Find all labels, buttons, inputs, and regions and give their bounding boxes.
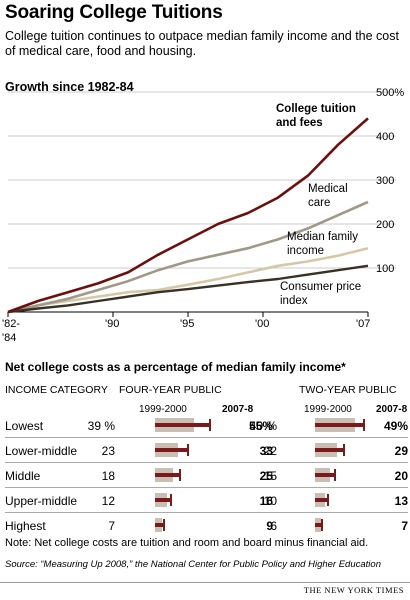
two-year-1999-label: 1999-2000 bbox=[304, 404, 352, 415]
table-row: Lowest 39 % 55% 40 % 49% bbox=[5, 413, 408, 438]
bar-end-tick bbox=[327, 494, 329, 506]
value-2007-8: 9 bbox=[266, 519, 273, 533]
value-1999-2000: 7 bbox=[108, 519, 115, 533]
value-1999-2000: 12 bbox=[101, 494, 115, 508]
bar-2007-8 bbox=[315, 423, 364, 427]
bar-2007-8 bbox=[155, 473, 180, 477]
bar-end-tick bbox=[209, 419, 211, 431]
category-label: Lower-middle bbox=[5, 444, 78, 458]
value-1999-2000: 15 bbox=[263, 469, 277, 483]
bar-end-tick bbox=[321, 519, 323, 531]
four-year-1999-label: 1999-2000 bbox=[139, 404, 187, 415]
bar-chart-title: Net college costs as a percentage of med… bbox=[5, 360, 346, 374]
growth-line-chart: 500% 400 300 200 100 '82- '84 '90 '95 '00 '07 Colle… bbox=[2, 87, 404, 344]
y-tick-label: 300 bbox=[376, 175, 394, 187]
value-2007-8: 49% bbox=[383, 419, 408, 433]
bar-end-tick bbox=[343, 444, 345, 456]
net-cost-table: Lowest 39 % 55% 40 % 49% Lower-middle 23 33 22 29… bbox=[5, 413, 408, 537]
college-label: College tuition and fees bbox=[276, 103, 356, 129]
value-2007-8: 25 bbox=[259, 469, 273, 483]
value-1999-2000: 23 bbox=[101, 444, 115, 458]
income-label: Median family income bbox=[287, 231, 358, 257]
y-tick-label: 200 bbox=[376, 219, 394, 231]
two-year-header: TWO-YEAR PUBLIC bbox=[299, 384, 397, 396]
x-tick-label: '82- bbox=[2, 318, 20, 330]
two-year-2007-label: 2007-8 bbox=[376, 404, 408, 415]
table-row: Middle 18 25 15 20 bbox=[5, 463, 408, 488]
value-1999-2000: 18 bbox=[101, 469, 115, 483]
bar-group bbox=[155, 518, 323, 532]
y-tick-label: 400 bbox=[376, 131, 394, 143]
bar-end-tick bbox=[187, 444, 189, 456]
bar-2007-8 bbox=[155, 498, 171, 502]
medical-care-line bbox=[7, 200, 369, 314]
bar-end-tick bbox=[334, 469, 336, 481]
bar-2007-8 bbox=[155, 523, 164, 527]
credit-line: THE NEW YORK TIMES bbox=[303, 585, 404, 595]
table-row: Upper-middle 12 16 10 13 bbox=[5, 488, 408, 513]
four-year-2007-label: 2007-8 bbox=[222, 404, 254, 415]
category-label: Lowest bbox=[5, 419, 44, 433]
bar-group bbox=[155, 443, 345, 457]
credit-divider bbox=[0, 582, 410, 583]
college-tuition-line bbox=[7, 117, 369, 314]
value-1999-2000: 40 % bbox=[249, 419, 277, 433]
x-tick-label: '84 bbox=[2, 332, 16, 344]
x-tick-label: '07 bbox=[356, 318, 370, 330]
income-category-header: INCOME CATEGORY bbox=[5, 384, 108, 396]
cpi-line bbox=[7, 264, 369, 314]
bar-group bbox=[155, 493, 329, 507]
bar-end-tick bbox=[170, 494, 172, 506]
category-label: Highest bbox=[5, 519, 46, 533]
bar-end-tick bbox=[163, 519, 165, 531]
bar-group bbox=[155, 418, 365, 432]
x-tick-label: '00 bbox=[255, 318, 269, 330]
bar-group bbox=[155, 468, 336, 482]
value-1999-2000: 10 bbox=[263, 494, 277, 508]
value-2007-8: 29 bbox=[394, 444, 408, 458]
value-1999-2000: 39 % bbox=[87, 419, 115, 433]
x-tick-label: '95 bbox=[180, 318, 194, 330]
table-row: Highest 7 9 6 7 bbox=[5, 513, 408, 537]
value-2007-8: 20 bbox=[394, 469, 408, 483]
bar-end-tick bbox=[363, 419, 365, 431]
y-tick-label: 100 bbox=[376, 263, 394, 275]
table-row: Lower-middle 23 33 22 29 bbox=[5, 438, 408, 463]
bar-end-tick bbox=[179, 469, 181, 481]
medical-label: Medical care bbox=[308, 183, 348, 209]
bar-2007-8 bbox=[155, 448, 188, 452]
value-2007-8: 33 bbox=[259, 444, 273, 458]
page-subtitle: College tuition continues to outpace med… bbox=[5, 29, 399, 58]
category-label: Upper-middle bbox=[5, 494, 78, 508]
x-tick-label: '90 bbox=[105, 318, 119, 330]
value-2007-8: 16 bbox=[259, 494, 273, 508]
value-1999-2000: 6 bbox=[270, 519, 277, 533]
value-2007-8: 13 bbox=[394, 494, 408, 508]
bar-2007-8 bbox=[315, 498, 328, 502]
source-line: Source: “Measuring Up 2008,” the Nationa… bbox=[5, 559, 381, 570]
value-1999-2000: 22 bbox=[263, 444, 277, 458]
footnote: Note: Net college costs are tuition and … bbox=[5, 537, 369, 549]
value-2007-8: 7 bbox=[401, 519, 408, 533]
bar-2007-8 bbox=[315, 473, 335, 477]
page-title: Soaring College Tuitions bbox=[5, 2, 223, 23]
bar-2007-8 bbox=[315, 523, 322, 527]
bar-2007-8 bbox=[155, 423, 210, 427]
bar-2007-8 bbox=[315, 448, 344, 452]
median-income-line bbox=[7, 246, 369, 314]
category-label: Middle bbox=[5, 469, 41, 483]
line-chart-title: Growth since 1982-84 bbox=[5, 80, 134, 94]
cpi-label: Consumer price index bbox=[280, 281, 361, 307]
value-2007-8: 55% bbox=[248, 419, 273, 433]
y-tick-label: 500% bbox=[376, 87, 404, 99]
four-year-header: FOUR-YEAR PUBLIC bbox=[119, 384, 222, 396]
